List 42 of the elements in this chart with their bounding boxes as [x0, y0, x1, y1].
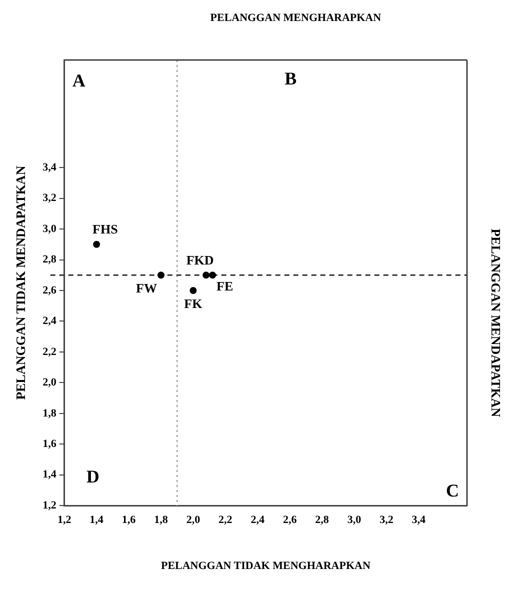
annotation: D [86, 466, 100, 486]
annotation: C [446, 480, 459, 500]
y-axis-title: PELANGGAN TIDAK MENDAPATKAN [13, 165, 28, 400]
x-tick-label: 2,2 [218, 514, 233, 526]
series-label: FK [184, 296, 204, 311]
y-tick-label: 2,2 [42, 346, 57, 358]
y-tick-label: 2,8 [42, 254, 57, 266]
series-label: FW [136, 280, 157, 296]
point [93, 240, 100, 248]
y-tick-label: 2,4 [42, 315, 57, 328]
point [202, 272, 210, 279]
x2-axis-title: PELANGGAN MENGHARAPKAN [210, 12, 382, 24]
x-tick-label: 3,4 [412, 514, 426, 526]
y-tick-label: 2,0 [42, 376, 57, 389]
y-tick-label: 2,6 [42, 284, 57, 296]
x-axis-title: PELANGGAN TIDAK MENGHARAPKAN [160, 560, 370, 572]
y-tick-label: 1,4 [42, 468, 57, 481]
x-tick-label: 2,4 [250, 514, 265, 526]
x-tick-label: 3,2 [380, 514, 394, 526]
series-label: FE [216, 278, 234, 294]
y-tick-label: 3,4 [42, 161, 57, 174]
x-tick-label: 2,8 [315, 514, 330, 526]
x-tick-label: 1,8 [154, 514, 168, 526]
point [209, 272, 216, 279]
y-tick-label: 1,8 [42, 407, 57, 420]
y2-axis-title: PELANGGAN MENDAPATKAN [488, 228, 504, 418]
annotation: B [284, 68, 297, 89]
annotation: A [72, 70, 86, 91]
y-tick-label: 3,2 [42, 192, 57, 204]
x-tick-label: 2,0 [186, 514, 201, 526]
x-tick-label: 1,6 [122, 514, 136, 526]
point [157, 272, 164, 279]
y-tick-label: 1,2 [42, 499, 57, 512]
y-tick-label: 3,0 [42, 222, 57, 235]
x-tick-label: 1,2 [57, 514, 72, 526]
y-tick-label: 1,6 [42, 438, 57, 450]
x-tick-label: 2,6 [282, 514, 298, 526]
x-tick-label: 1,4 [90, 514, 104, 526]
x-tick-label: 3,0 [347, 514, 362, 526]
series-label: FHS [92, 222, 118, 237]
point [190, 286, 197, 294]
series-label: FKD [186, 252, 214, 268]
